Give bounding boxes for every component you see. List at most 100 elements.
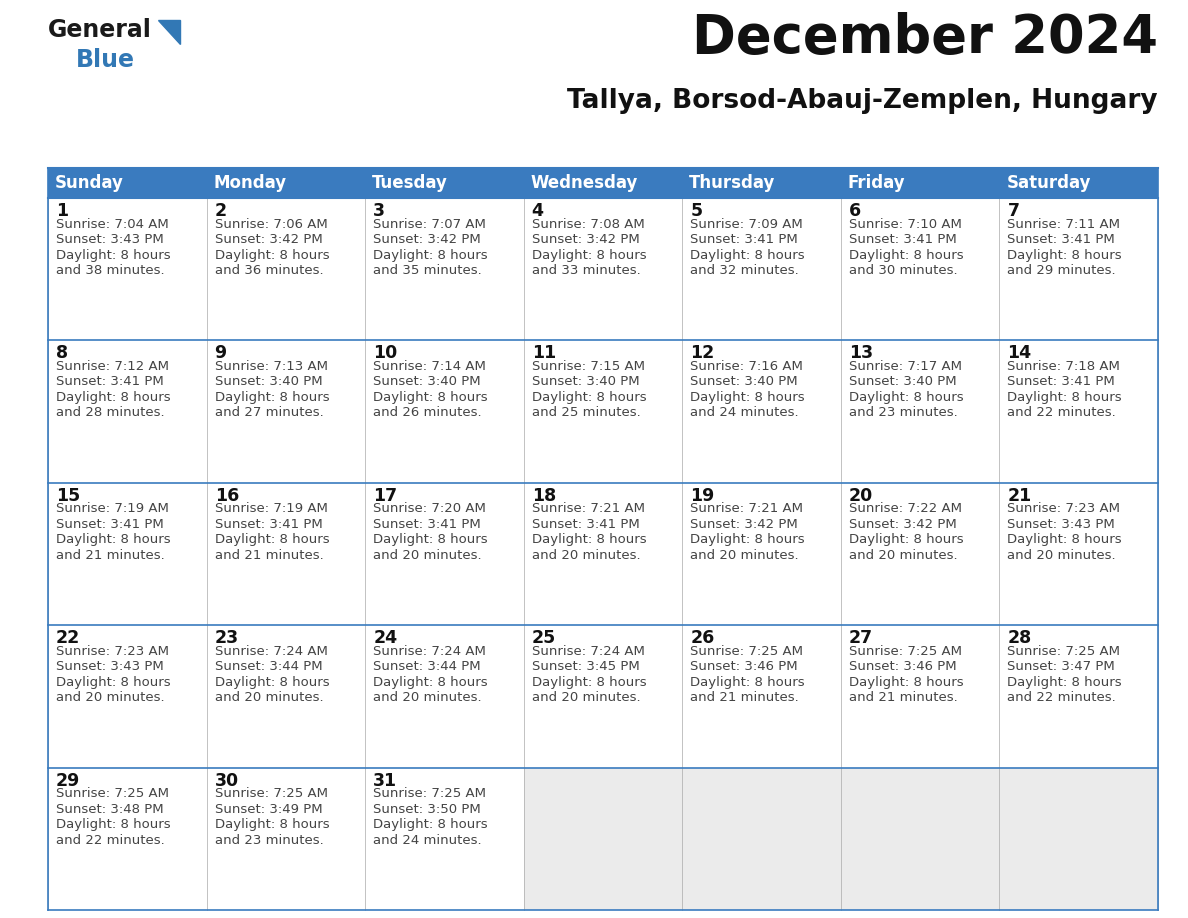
Text: 10: 10 bbox=[373, 344, 398, 363]
Text: 20: 20 bbox=[849, 487, 873, 505]
Text: and 32 minutes.: and 32 minutes. bbox=[690, 264, 800, 277]
Text: and 35 minutes.: and 35 minutes. bbox=[373, 264, 482, 277]
Text: Daylight: 8 hours: Daylight: 8 hours bbox=[373, 249, 488, 262]
Text: Sunrise: 7:13 AM: Sunrise: 7:13 AM bbox=[215, 360, 328, 373]
Text: and 36 minutes.: and 36 minutes. bbox=[215, 264, 323, 277]
Text: Daylight: 8 hours: Daylight: 8 hours bbox=[690, 533, 805, 546]
Text: 14: 14 bbox=[1007, 344, 1031, 363]
Bar bbox=[841, 625, 999, 767]
Text: and 20 minutes.: and 20 minutes. bbox=[690, 549, 798, 562]
Text: Daylight: 8 hours: Daylight: 8 hours bbox=[849, 249, 963, 262]
Text: Sunset: 3:46 PM: Sunset: 3:46 PM bbox=[690, 660, 798, 673]
Text: Sunrise: 7:14 AM: Sunrise: 7:14 AM bbox=[373, 360, 486, 373]
Text: Sunrise: 7:25 AM: Sunrise: 7:25 AM bbox=[215, 787, 328, 800]
Text: 18: 18 bbox=[532, 487, 556, 505]
Bar bbox=[999, 198, 1158, 341]
Text: Sunset: 3:42 PM: Sunset: 3:42 PM bbox=[215, 233, 322, 246]
Text: Daylight: 8 hours: Daylight: 8 hours bbox=[1007, 391, 1121, 404]
Text: 1: 1 bbox=[56, 202, 68, 220]
Text: Sunrise: 7:12 AM: Sunrise: 7:12 AM bbox=[56, 360, 169, 373]
Text: 3: 3 bbox=[373, 202, 385, 220]
Bar bbox=[682, 341, 841, 483]
Text: and 24 minutes.: and 24 minutes. bbox=[373, 834, 482, 846]
Text: Sunrise: 7:23 AM: Sunrise: 7:23 AM bbox=[56, 644, 169, 657]
Text: Sunset: 3:41 PM: Sunset: 3:41 PM bbox=[849, 233, 956, 246]
Text: 11: 11 bbox=[532, 344, 556, 363]
Bar bbox=[48, 168, 207, 198]
Text: Sunset: 3:43 PM: Sunset: 3:43 PM bbox=[1007, 518, 1116, 531]
Text: and 20 minutes.: and 20 minutes. bbox=[532, 549, 640, 562]
Text: General: General bbox=[48, 18, 152, 42]
Text: Sunset: 3:44 PM: Sunset: 3:44 PM bbox=[373, 660, 481, 673]
Bar bbox=[48, 198, 207, 341]
Text: Sunrise: 7:06 AM: Sunrise: 7:06 AM bbox=[215, 218, 328, 230]
Text: 7: 7 bbox=[1007, 202, 1019, 220]
Bar bbox=[682, 198, 841, 341]
Text: Daylight: 8 hours: Daylight: 8 hours bbox=[56, 391, 171, 404]
Text: and 21 minutes.: and 21 minutes. bbox=[56, 549, 165, 562]
Text: Daylight: 8 hours: Daylight: 8 hours bbox=[690, 391, 805, 404]
Bar bbox=[207, 767, 365, 910]
Text: 9: 9 bbox=[215, 344, 227, 363]
Text: Sunrise: 7:25 AM: Sunrise: 7:25 AM bbox=[373, 787, 486, 800]
Text: and 30 minutes.: and 30 minutes. bbox=[849, 264, 958, 277]
Text: Sunrise: 7:11 AM: Sunrise: 7:11 AM bbox=[1007, 218, 1120, 230]
Text: 4: 4 bbox=[532, 202, 544, 220]
Text: 27: 27 bbox=[849, 629, 873, 647]
Text: Daylight: 8 hours: Daylight: 8 hours bbox=[1007, 533, 1121, 546]
Bar bbox=[999, 767, 1158, 910]
Bar bbox=[365, 341, 524, 483]
Text: Sunrise: 7:07 AM: Sunrise: 7:07 AM bbox=[373, 218, 486, 230]
Text: Sunset: 3:40 PM: Sunset: 3:40 PM bbox=[849, 375, 956, 388]
Bar bbox=[48, 625, 207, 767]
Text: Daylight: 8 hours: Daylight: 8 hours bbox=[56, 249, 171, 262]
Text: Sunrise: 7:17 AM: Sunrise: 7:17 AM bbox=[849, 360, 962, 373]
Text: Sunset: 3:43 PM: Sunset: 3:43 PM bbox=[56, 660, 164, 673]
Text: 19: 19 bbox=[690, 487, 714, 505]
Bar bbox=[524, 341, 682, 483]
Text: Daylight: 8 hours: Daylight: 8 hours bbox=[690, 676, 805, 688]
Bar bbox=[999, 625, 1158, 767]
Text: Daylight: 8 hours: Daylight: 8 hours bbox=[1007, 249, 1121, 262]
Bar bbox=[841, 198, 999, 341]
Text: Daylight: 8 hours: Daylight: 8 hours bbox=[690, 249, 805, 262]
Text: Daylight: 8 hours: Daylight: 8 hours bbox=[532, 676, 646, 688]
Text: 16: 16 bbox=[215, 487, 239, 505]
Text: Sunset: 3:40 PM: Sunset: 3:40 PM bbox=[215, 375, 322, 388]
Text: 13: 13 bbox=[849, 344, 873, 363]
Text: Sunrise: 7:21 AM: Sunrise: 7:21 AM bbox=[532, 502, 645, 515]
Bar bbox=[841, 168, 999, 198]
Text: 21: 21 bbox=[1007, 487, 1031, 505]
Text: and 33 minutes.: and 33 minutes. bbox=[532, 264, 640, 277]
Bar bbox=[48, 341, 207, 483]
Text: 2: 2 bbox=[215, 202, 227, 220]
Text: 8: 8 bbox=[56, 344, 68, 363]
Text: 26: 26 bbox=[690, 629, 714, 647]
Text: Sunrise: 7:25 AM: Sunrise: 7:25 AM bbox=[849, 644, 962, 657]
Bar bbox=[682, 625, 841, 767]
Text: Sunset: 3:40 PM: Sunset: 3:40 PM bbox=[373, 375, 481, 388]
Text: Sunset: 3:42 PM: Sunset: 3:42 PM bbox=[532, 233, 639, 246]
Text: Daylight: 8 hours: Daylight: 8 hours bbox=[215, 391, 329, 404]
Text: and 22 minutes.: and 22 minutes. bbox=[1007, 407, 1117, 420]
Text: Sunset: 3:42 PM: Sunset: 3:42 PM bbox=[690, 518, 798, 531]
Text: Daylight: 8 hours: Daylight: 8 hours bbox=[1007, 676, 1121, 688]
Bar bbox=[682, 483, 841, 625]
Text: 24: 24 bbox=[373, 629, 397, 647]
Text: Sunrise: 7:09 AM: Sunrise: 7:09 AM bbox=[690, 218, 803, 230]
Text: Monday: Monday bbox=[214, 174, 286, 192]
Text: Sunset: 3:46 PM: Sunset: 3:46 PM bbox=[849, 660, 956, 673]
Text: and 20 minutes.: and 20 minutes. bbox=[373, 691, 482, 704]
Text: Sunset: 3:45 PM: Sunset: 3:45 PM bbox=[532, 660, 639, 673]
Text: Sunset: 3:41 PM: Sunset: 3:41 PM bbox=[56, 518, 164, 531]
Text: Tallya, Borsod-Abauj-Zemplen, Hungary: Tallya, Borsod-Abauj-Zemplen, Hungary bbox=[568, 88, 1158, 114]
Bar bbox=[207, 168, 365, 198]
Bar bbox=[999, 341, 1158, 483]
Bar bbox=[524, 483, 682, 625]
Bar bbox=[207, 483, 365, 625]
Text: Sunrise: 7:04 AM: Sunrise: 7:04 AM bbox=[56, 218, 169, 230]
Text: Sunset: 3:41 PM: Sunset: 3:41 PM bbox=[1007, 233, 1116, 246]
Polygon shape bbox=[158, 20, 181, 44]
Bar bbox=[207, 198, 365, 341]
Text: Daylight: 8 hours: Daylight: 8 hours bbox=[532, 533, 646, 546]
